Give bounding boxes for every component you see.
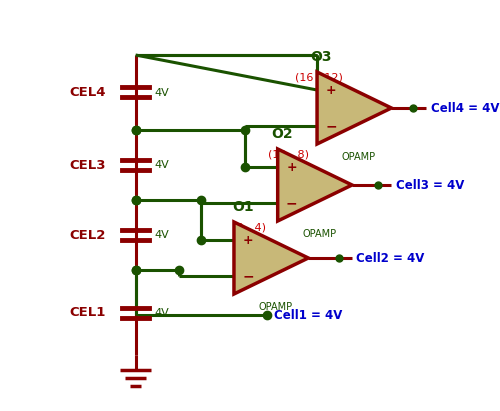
Text: 4V: 4V	[155, 88, 170, 97]
Text: CEL4: CEL4	[69, 86, 106, 99]
Text: 4V: 4V	[155, 307, 170, 318]
Text: (8 - 4): (8 - 4)	[232, 222, 266, 232]
Text: Cell4 = 4V: Cell4 = 4V	[431, 102, 500, 115]
Text: O2: O2	[272, 127, 293, 141]
Text: 4V: 4V	[155, 160, 170, 170]
Text: OPAMP: OPAMP	[302, 229, 336, 239]
Text: Cell1 = 4V: Cell1 = 4V	[274, 309, 342, 321]
Text: 4V: 4V	[155, 230, 170, 240]
Text: −: −	[286, 196, 298, 210]
Text: Cell2 = 4V: Cell2 = 4V	[356, 252, 425, 265]
Polygon shape	[234, 222, 308, 294]
Text: CEL3: CEL3	[69, 159, 106, 171]
Text: +: +	[326, 83, 336, 97]
Text: −: −	[242, 269, 254, 283]
Polygon shape	[317, 72, 392, 144]
Text: O3: O3	[310, 50, 332, 64]
Polygon shape	[278, 149, 352, 221]
Text: CEL2: CEL2	[70, 229, 106, 242]
Text: +: +	[242, 233, 254, 247]
Text: CEL1: CEL1	[70, 306, 106, 319]
Text: Cell3 = 4V: Cell3 = 4V	[396, 178, 464, 192]
Text: (16 - 12): (16 - 12)	[296, 72, 343, 82]
Text: OPAMP: OPAMP	[342, 152, 376, 162]
Text: O1: O1	[232, 200, 254, 214]
Text: −: −	[325, 119, 337, 133]
Text: +: +	[286, 161, 297, 173]
Text: (12 - 8): (12 - 8)	[268, 149, 309, 159]
Text: OPAMP: OPAMP	[258, 302, 292, 312]
